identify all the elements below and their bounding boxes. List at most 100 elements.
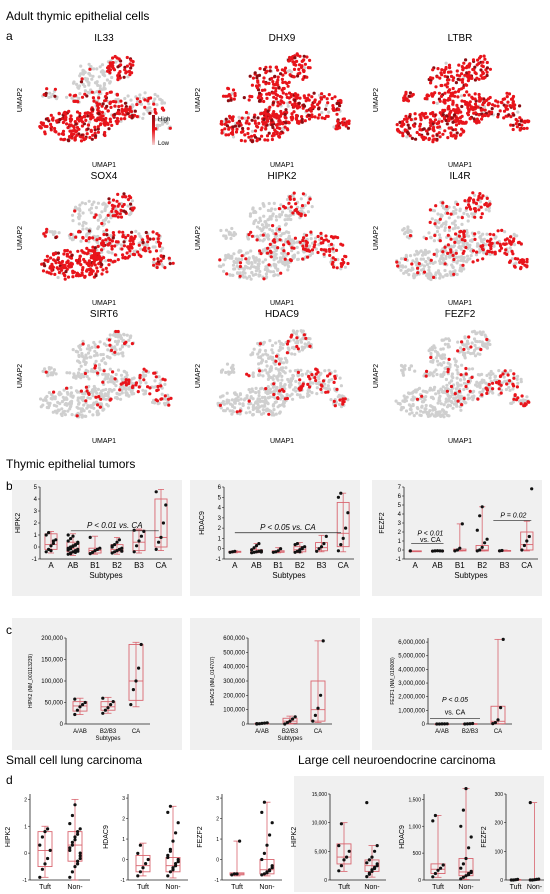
data-point [367,871,371,875]
box-tuft [430,813,446,879]
umap-panel-sirt6: SIRT6 UMAP1 UMAP2 [17,309,173,445]
x-tick-label: B3 [317,561,327,570]
x-tick-label: B1 [455,561,465,570]
box-b3 [315,534,328,553]
data-point [339,543,343,547]
data-point [339,491,343,495]
data-point [66,552,70,556]
chart-d-hdac9: -1 0 1 2 3 HDAC9 Tuft Non- [103,794,188,891]
data-point [54,538,58,542]
box-tuft [229,839,245,877]
data-point [271,550,275,554]
data-point [293,715,297,719]
data-point [146,857,150,862]
y-axis-label: HIPK2 (NM_001113239) [28,654,34,708]
data-point [110,551,114,555]
data-point [433,549,437,553]
data-point [528,801,532,805]
data-point [464,856,468,861]
x-tick-label: CA [521,561,533,570]
x-tick-label: A [48,561,54,570]
x-axis-label: Subtypes [272,571,305,580]
data-point [174,831,178,835]
data-point [441,863,445,867]
data-point [78,705,82,709]
data-point [76,549,80,553]
y-tick-label: 500,000 [223,650,245,656]
data-point [139,642,143,647]
data-point [459,866,463,870]
data-point [467,873,471,877]
box-tuft [336,822,352,873]
data-point [365,875,369,879]
box-ca [128,641,144,708]
data-point [408,549,412,553]
data-point [44,533,48,537]
data-point [70,813,74,818]
data-point [71,544,75,549]
y-tick-label: 2,000,000 [398,695,425,701]
data-point [166,855,170,860]
data-point [347,849,351,853]
x-tick-label: B2 [477,561,487,570]
data-point [365,801,369,805]
data-point [288,719,292,723]
x-tick-label: B2/B3 [100,729,117,735]
data-point [319,545,324,549]
umap-gene-title: IL33 [94,33,114,44]
panel-label-a: a [6,29,13,43]
y-tick-label: 2 [24,797,27,803]
y-tick-label: 4 [218,506,222,512]
data-point [235,872,239,876]
significance-annotation: P < 0.01 vs. CA [87,521,143,530]
y-tick-label: 1 [216,837,219,843]
box-iqr [336,843,352,865]
legend-high: High [158,117,170,123]
data-point [98,546,102,550]
data-point [458,546,462,550]
box-non [528,801,541,882]
data-point [69,547,73,551]
box-aab [434,722,450,726]
y-tick-label: 1 [24,824,27,830]
data-point [370,855,374,859]
data-point [463,722,467,726]
data-point [455,548,459,552]
chart-panel-background [190,618,360,750]
box-iqr [315,542,328,552]
data-point [230,873,234,877]
x-axis-label: Subtypes [89,571,122,580]
box-iqr [154,498,168,548]
data-point [265,843,269,847]
y-axis-label: HDAC9 [399,825,406,849]
y-tick-label: 0 [34,545,38,551]
x-tick-label: B1 [273,561,283,570]
data-point [111,700,115,704]
y-tick-label: 3 [218,516,222,522]
box-b2 [110,537,124,555]
data-point [38,875,42,879]
data-point [313,713,317,718]
data-point [342,858,346,862]
box-non [165,804,181,879]
data-point [73,697,77,701]
data-point [257,722,261,726]
data-point [70,843,74,847]
umap-xlabel: UMAP1 [92,438,116,445]
data-point [461,808,465,812]
y-tick-label: 4 [34,497,38,503]
box-ca [154,488,168,552]
y-tick-label: 0 [324,878,327,884]
data-point [135,544,139,548]
data-point [47,547,51,552]
data-point [438,549,442,553]
data-point [461,862,465,866]
umap-ylabel: UMAP2 [17,364,24,388]
data-point [106,706,110,710]
umap-legend: High Low [152,115,170,147]
data-point [260,810,264,815]
y-tick-label: 1 [34,533,38,539]
data-point [154,547,158,552]
box-b1 [453,522,467,553]
data-point [480,505,484,509]
